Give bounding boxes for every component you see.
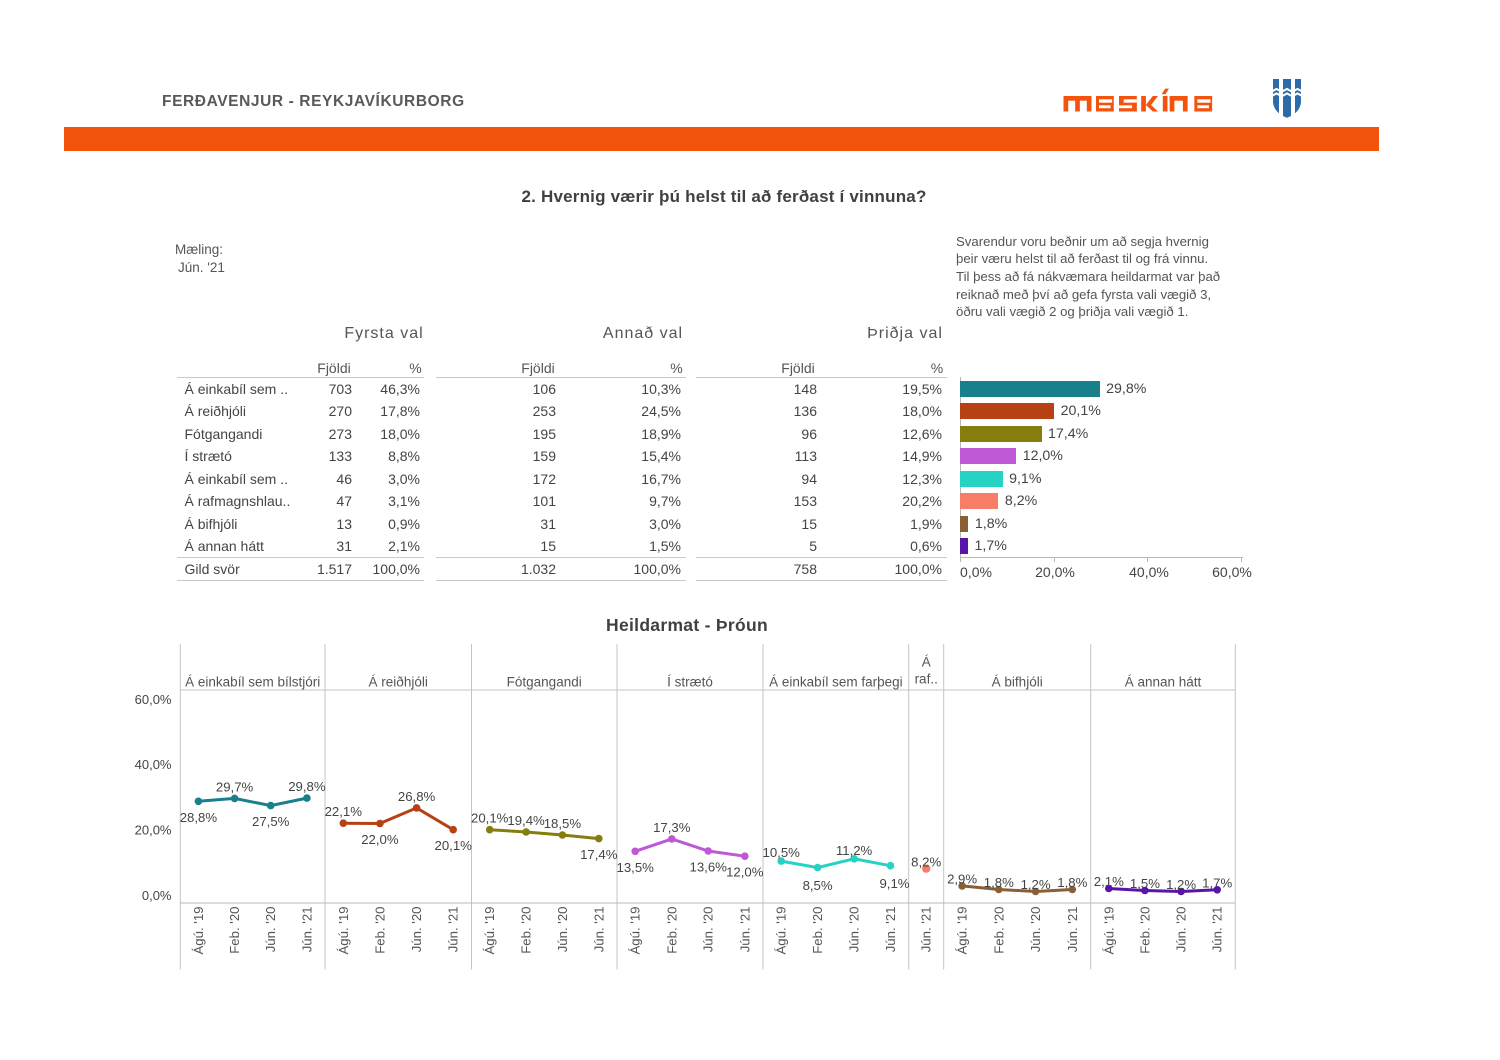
svg-text:12,0%: 12,0%: [726, 865, 764, 880]
svg-text:Ágú. '19: Ágú. '19: [191, 907, 206, 955]
svg-text:Jún. '21: Jún. '21: [919, 907, 934, 953]
svg-text:Jún. '20: Jún. '20: [555, 907, 570, 953]
svg-text:8,5%: 8,5%: [803, 878, 833, 893]
svg-text:8,2%: 8,2%: [911, 855, 941, 870]
svg-text:Ágú. '19: Ágú. '19: [774, 907, 789, 955]
svg-text:1,8%: 1,8%: [1057, 875, 1087, 890]
svg-text:Jún. '21: Jún. '21: [591, 907, 606, 953]
svg-text:29,8%: 29,8%: [288, 779, 326, 794]
svg-text:Feb. '20: Feb. '20: [810, 907, 825, 954]
svg-text:Feb. '20: Feb. '20: [372, 907, 387, 954]
svg-text:0,0%: 0,0%: [142, 888, 172, 903]
svg-text:20,0%: 20,0%: [135, 823, 172, 838]
svg-text:1,8%: 1,8%: [984, 875, 1014, 890]
svg-text:Á bifhjóli: Á bifhjóli: [992, 675, 1043, 690]
svg-text:40,0%: 40,0%: [135, 757, 172, 772]
svg-text:17,4%: 17,4%: [580, 847, 618, 862]
svg-text:raf..: raf..: [915, 672, 938, 687]
svg-text:Ágú. '19: Ágú. '19: [955, 907, 970, 955]
svg-text:Jún. '20: Jún. '20: [409, 907, 424, 953]
svg-text:9,1%: 9,1%: [879, 876, 909, 891]
svg-text:13,5%: 13,5%: [616, 860, 654, 875]
svg-text:Jún. '20: Jún. '20: [1028, 907, 1043, 953]
svg-text:Ágú. '19: Ágú. '19: [336, 907, 351, 955]
svg-text:Feb. '20: Feb. '20: [519, 907, 534, 954]
svg-text:Jún. '20: Jún. '20: [1174, 907, 1189, 953]
svg-text:26,8%: 26,8%: [398, 789, 436, 804]
svg-text:1,2%: 1,2%: [1166, 877, 1196, 892]
svg-text:2,9%: 2,9%: [947, 871, 977, 886]
svg-text:Jún. '21: Jún. '21: [883, 907, 898, 953]
svg-text:Jún. '21: Jún. '21: [299, 907, 314, 953]
svg-text:17,3%: 17,3%: [653, 820, 691, 835]
svg-text:Jún. '20: Jún. '20: [701, 907, 716, 953]
svg-text:Jún. '21: Jún. '21: [1210, 907, 1225, 953]
svg-text:Jún. '21: Jún. '21: [1065, 907, 1080, 953]
svg-text:11,2%: 11,2%: [836, 843, 873, 858]
svg-text:1,5%: 1,5%: [1130, 876, 1160, 891]
svg-text:19,4%: 19,4%: [507, 813, 545, 828]
svg-text:22,0%: 22,0%: [361, 832, 399, 847]
svg-text:Feb. '20: Feb. '20: [664, 907, 679, 954]
svg-text:Feb. '20: Feb. '20: [991, 907, 1006, 954]
svg-text:Á: Á: [922, 655, 931, 670]
svg-text:Á reiðhjóli: Á reiðhjóli: [369, 675, 428, 690]
svg-text:20,1%: 20,1%: [471, 811, 509, 826]
svg-text:18,5%: 18,5%: [544, 816, 582, 831]
svg-text:22,1%: 22,1%: [325, 804, 363, 819]
svg-text:1,7%: 1,7%: [1202, 875, 1232, 890]
svg-text:29,7%: 29,7%: [216, 779, 254, 794]
svg-text:13,6%: 13,6%: [689, 860, 727, 875]
svg-text:Á annan hátt: Á annan hátt: [1125, 675, 1202, 690]
svg-text:Fótgangandi: Fótgangandi: [507, 675, 582, 690]
svg-text:10,5%: 10,5%: [762, 845, 800, 860]
svg-text:Jún. '21: Jún. '21: [737, 907, 752, 953]
svg-text:1,2%: 1,2%: [1021, 877, 1051, 892]
svg-text:Jún. '21: Jún. '21: [446, 907, 461, 953]
svg-text:28,8%: 28,8%: [180, 810, 218, 825]
svg-text:27,5%: 27,5%: [252, 814, 290, 829]
svg-text:20,1%: 20,1%: [434, 838, 472, 853]
svg-text:Ágú. '19: Ágú. '19: [1101, 907, 1116, 955]
svg-text:Á einkabíl sem farþegi: Á einkabíl sem farþegi: [769, 675, 903, 690]
svg-text:Jún. '20: Jún. '20: [847, 907, 862, 953]
svg-text:Ágú. '19: Ágú. '19: [482, 907, 497, 955]
svg-text:Feb. '20: Feb. '20: [1137, 907, 1152, 954]
svg-text:Ágú. '19: Ágú. '19: [628, 907, 643, 955]
svg-text:60,0%: 60,0%: [135, 692, 172, 707]
svg-text:2,1%: 2,1%: [1094, 874, 1124, 889]
svg-text:Á einkabíl sem bílstjóri: Á einkabíl sem bílstjóri: [185, 675, 320, 690]
svg-text:Feb. '20: Feb. '20: [227, 907, 242, 954]
svg-text:Í strætó: Í strætó: [667, 675, 713, 690]
svg-text:Jún. '20: Jún. '20: [263, 907, 278, 953]
